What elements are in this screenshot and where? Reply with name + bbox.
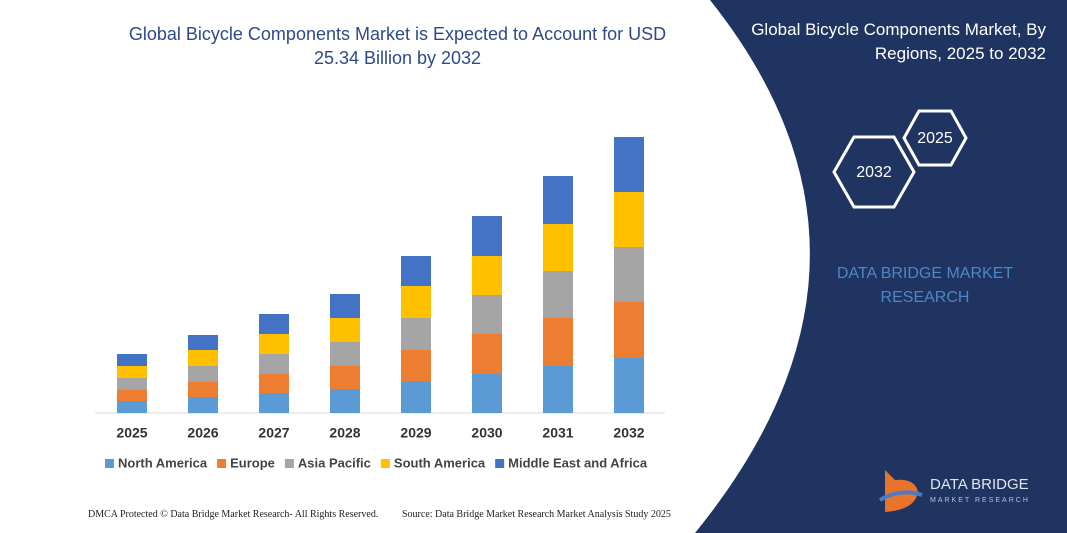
footer-left: DMCA Protected © Data Bridge Market Rese… (88, 509, 379, 520)
bar-segment (259, 393, 289, 413)
bar-segment (614, 358, 644, 413)
bar-segment (472, 256, 502, 295)
bar-segment (117, 366, 147, 378)
chart-title: Global Bicycle Components Market is Expe… (128, 24, 667, 68)
bar-segment (330, 318, 360, 342)
x-tick-label: 2025 (116, 425, 147, 441)
brand: DATA BRIDGE MARKET RESEARCH (836, 265, 1014, 306)
bar-segment (117, 401, 147, 413)
x-tick-label: 2032 (613, 425, 644, 441)
panel-title: Global Bicycle Components Market, By Reg… (751, 20, 1046, 63)
bar-segment (188, 335, 218, 350)
legend-label: South America (394, 455, 486, 470)
legend-swatch (495, 459, 505, 468)
bar-segment (330, 366, 360, 389)
bar-segment (188, 397, 218, 413)
bar-segment (472, 216, 502, 256)
logo-name: DATA BRIDGE (930, 476, 1029, 493)
bar-segment (472, 334, 502, 374)
bar-segment (614, 302, 644, 358)
logo-tagline: MARKET RESEARCH (930, 497, 1030, 504)
bar-segment (614, 247, 644, 302)
bar-segment (188, 350, 218, 366)
bar-segment (543, 318, 573, 366)
legend-swatch (284, 459, 294, 468)
bar-segment (472, 374, 502, 413)
footer-right: Source: Data Bridge Market Research Mark… (402, 509, 671, 520)
x-tick-label: 2031 (542, 425, 573, 441)
x-tick-label: 2026 (187, 425, 218, 441)
bar-segment (259, 314, 289, 334)
x-tick-label: 2029 (400, 425, 431, 441)
legend-label: Asia Pacific (298, 455, 371, 470)
bar-segment (330, 294, 360, 318)
bar-segment (117, 354, 147, 366)
bar-segment (614, 192, 644, 247)
bar-segment (401, 318, 431, 350)
bar-segment (259, 334, 289, 354)
side-panel (695, 0, 1067, 533)
bar-segment (543, 271, 573, 318)
bar-segment (330, 389, 360, 413)
hexagon (902, 109, 968, 167)
logo-mark (878, 490, 923, 502)
bar-segment (259, 374, 289, 393)
legend-swatch (217, 459, 227, 468)
hexagon-label: 2025 (917, 130, 953, 147)
legend-label: North America (118, 455, 208, 470)
legend-label: Europe (230, 455, 275, 470)
bar-segment (188, 382, 218, 397)
bar-segment (259, 354, 289, 374)
legend-swatch (380, 459, 390, 468)
bar-segment (401, 381, 431, 413)
bar-segment (614, 137, 644, 192)
bar-segment (543, 224, 573, 271)
bar-segment (472, 295, 502, 334)
bar-segment (117, 390, 147, 401)
legend-swatch (105, 459, 114, 468)
bar-segment (401, 286, 431, 318)
bar-segment (401, 350, 431, 381)
hexagon-label: 2032 (856, 164, 892, 181)
legend-label: Middle East and Africa (508, 455, 648, 470)
bar-segment (401, 256, 431, 286)
x-tick-label: 2028 (329, 425, 360, 441)
hexagon (832, 135, 916, 209)
bar-segment (188, 366, 218, 382)
bar-segment (330, 342, 360, 366)
bar-segment (543, 366, 573, 413)
bar-segment (543, 176, 573, 224)
bar-segment (117, 378, 147, 390)
x-tick-label: 2030 (471, 425, 502, 441)
x-tick-label: 2027 (258, 425, 289, 441)
